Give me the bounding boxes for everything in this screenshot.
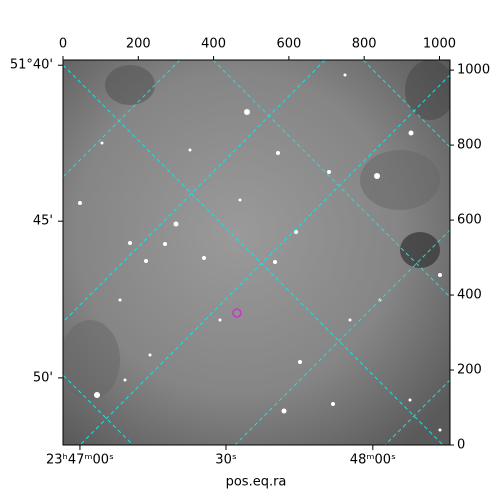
- dec-tick-label: 45': [33, 214, 53, 229]
- top-tick-label: 200: [126, 37, 151, 52]
- top-tick-label: 600: [276, 37, 301, 52]
- top-tick-label: 1000: [423, 37, 456, 52]
- ra-tick-label: 23ʰ47ᵐ00ˢ: [46, 453, 114, 468]
- top-tick-label: 0: [59, 37, 67, 52]
- x-axis-label: pos.eq.ra: [226, 475, 287, 490]
- right-tick-label: 200: [457, 363, 482, 378]
- right-tick-label: 400: [457, 288, 482, 303]
- sky-image: [63, 60, 450, 445]
- dec-tick-label: 51°40': [10, 58, 53, 73]
- target-marker: [232, 308, 242, 318]
- frame: [62, 59, 451, 446]
- right-tick-label: 1000: [457, 63, 490, 78]
- dec-tick-label: 50': [33, 370, 53, 385]
- right-tick-label: 800: [457, 138, 482, 153]
- top-tick-label: 800: [352, 37, 377, 52]
- right-tick-label: 600: [457, 213, 482, 228]
- coordinate-grid: [63, 60, 450, 445]
- right-tick-label: 0: [457, 438, 465, 453]
- top-tick-label: 400: [201, 37, 226, 52]
- ra-tick-label: 48ᵐ00ˢ: [350, 453, 396, 468]
- image-features: [63, 60, 450, 445]
- ra-tick-label: 30ˢ: [215, 453, 237, 468]
